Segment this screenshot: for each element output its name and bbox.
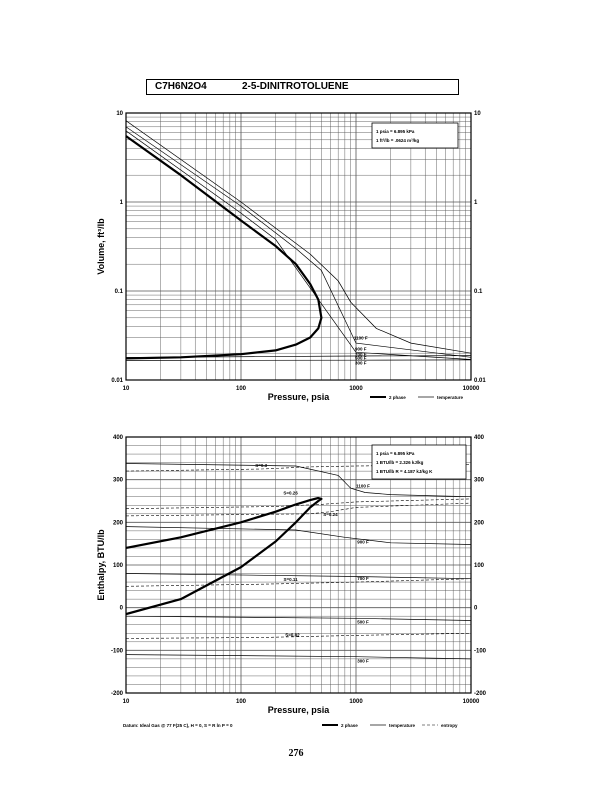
legend-two-phase-label: 2 phase <box>389 395 406 400</box>
datum-note: Datum: Ideal Gas @ 77 F(25 C), H = 0, S … <box>123 723 233 728</box>
y-tick-label-left: 200 <box>113 520 124 526</box>
entropy-line <box>125 502 472 517</box>
y-tick-label-left: 300 <box>113 478 124 484</box>
y-tick-label-left: -200 <box>111 691 124 697</box>
y-tick-label-right: 0.1 <box>474 289 483 295</box>
isotherm-label: 900 F <box>357 540 369 545</box>
legend-temperature-label: temperature <box>389 723 416 728</box>
isotherm-line <box>125 654 472 660</box>
y-tick-label-left: 400 <box>113 435 124 441</box>
entropy-label: S=0.24 <box>323 512 338 517</box>
isotherm-line <box>125 359 472 361</box>
isotherm-line <box>125 126 472 358</box>
x-tick-label: 1000 <box>349 699 363 705</box>
entropy-line <box>125 464 472 472</box>
plot-frame <box>125 112 472 381</box>
isotherm-label: 1100 F <box>354 336 368 341</box>
y-tick-label-right: 10 <box>474 111 481 117</box>
x-axis-label: Pressure, psia <box>268 705 331 715</box>
isotherm-label: 1100 F <box>356 483 370 488</box>
entropy-label: S=0.02 <box>285 633 300 638</box>
isotherm-line <box>125 526 472 545</box>
y-tick-label-right: 300 <box>474 478 485 484</box>
entropy-label: S=0.11 <box>284 577 299 582</box>
x-tick-label: 10 <box>123 699 130 705</box>
isotherm-line <box>125 573 472 580</box>
y-axis-label: Enthalpy, BTU/lb <box>96 529 106 601</box>
isotherm-line <box>125 615 472 621</box>
y-tick-label-right: 400 <box>474 435 485 441</box>
y-tick-label-right: 0 <box>474 606 478 612</box>
entropy-line <box>125 633 472 639</box>
info-box-line: 1 BTU/lb = 2.326 kJ/kg <box>376 460 424 465</box>
x-tick-label: 10000 <box>463 386 480 392</box>
y-tick-label-left: 1 <box>120 200 124 206</box>
y-tick-label-right: 100 <box>474 563 485 569</box>
info-box <box>371 444 467 480</box>
legend-temperature-label: temperature <box>437 395 464 400</box>
entropy-line <box>125 498 472 509</box>
isotherm-label: 300 F <box>355 360 367 365</box>
y-tick-label-right: 1 <box>474 200 478 206</box>
info-box-line: 1 ft³/lb = .0624 m³/kg <box>376 138 419 143</box>
legend-two-phase-label: 2 phase <box>341 723 358 728</box>
y-tick-label-right: -200 <box>474 691 487 697</box>
isotherm-label: 700 F <box>357 576 369 581</box>
plot-frame <box>125 436 472 694</box>
y-axis-label: Volume, ft³/lb <box>96 218 106 275</box>
x-tick-label: 1000 <box>349 386 363 392</box>
isotherm-label: 500 F <box>357 619 369 624</box>
info-box <box>371 122 459 149</box>
info-box-line: 1 psia = 6.895 kPa <box>376 129 415 134</box>
isotherm-label: 900 F <box>355 347 367 352</box>
x-tick-label: 100 <box>236 386 247 392</box>
y-tick-label-right: 0.01 <box>474 378 486 384</box>
compound-formula: C7H6N2O4 <box>155 81 207 92</box>
info-box-line: 1 BTU/lb R = 4.187 kJ/kg K <box>376 469 433 474</box>
y-tick-label-left: 0 <box>120 606 124 612</box>
y-tick-label-left: 100 <box>113 563 124 569</box>
y-tick-label-left: 0.1 <box>115 289 124 295</box>
legend-entropy-label: entropy <box>441 723 458 728</box>
compound-title-box: C7H6N2O4 2-5-DINITROTOLUENE <box>146 79 459 95</box>
x-tick-label: 10000 <box>463 699 480 705</box>
two-phase-curve <box>125 496 323 616</box>
two-phase-curve <box>125 135 323 360</box>
y-tick-label-right: 200 <box>474 520 485 526</box>
info-box-line: 1 psia = 6.895 kPa <box>376 451 415 456</box>
x-axis-label: Pressure, psia <box>268 392 331 402</box>
isotherm-label: 500 F <box>355 356 367 361</box>
isotherm-label: 300 F <box>357 658 369 663</box>
entropy-line <box>125 578 472 587</box>
y-tick-label-left: -100 <box>111 648 124 654</box>
x-tick-label: 100 <box>236 699 247 705</box>
entropy-label: S=0.3 <box>255 463 267 468</box>
y-tick-label-right: -100 <box>474 648 487 654</box>
y-tick-label-left: 0.01 <box>111 378 123 384</box>
isotherm-label: 700 F <box>355 352 367 357</box>
compound-name: 2-5-DINITROTOLUENE <box>242 81 349 92</box>
isotherm-line <box>125 120 472 354</box>
x-tick-label: 10 <box>123 386 130 392</box>
entropy-label: S=0.26 <box>283 491 298 496</box>
page-number: 276 <box>288 748 304 759</box>
isotherm-line <box>125 463 472 498</box>
isotherm-line <box>125 130 472 360</box>
y-tick-label-left: 10 <box>116 111 123 117</box>
